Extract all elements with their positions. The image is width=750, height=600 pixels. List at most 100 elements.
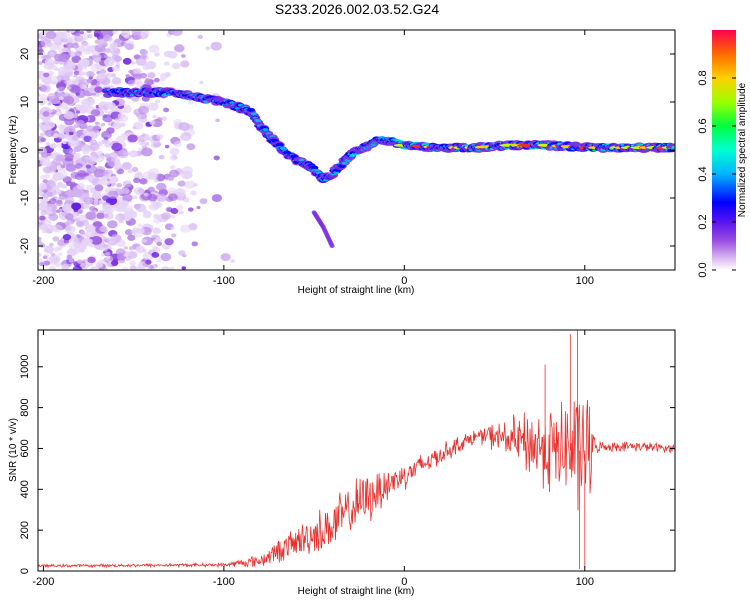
noise-blob	[40, 137, 47, 143]
noise-blob	[68, 259, 74, 263]
noise-blob	[88, 76, 93, 80]
noise-blob	[176, 204, 184, 211]
noise-blob	[139, 113, 147, 120]
noise-blob	[105, 101, 116, 111]
ridge-blob	[310, 165, 319, 170]
noise-blob	[52, 80, 58, 85]
ridge-blob	[281, 147, 288, 151]
noise-blob	[178, 122, 190, 131]
noise-blob	[50, 51, 55, 55]
noise-blob	[81, 145, 89, 151]
noise-blob	[74, 152, 81, 158]
noise-blob	[120, 122, 126, 127]
noise-blob	[148, 102, 159, 111]
noise-blob	[40, 38, 52, 48]
colorbar-gradient	[712, 30, 736, 270]
noise-blob	[86, 78, 93, 83]
noise-blob	[113, 166, 120, 171]
ridge-blob	[255, 119, 262, 123]
noise-blob	[53, 261, 62, 267]
snr-xtick-label: -100	[213, 576, 235, 588]
noise-blob	[85, 238, 93, 244]
noise-blob	[158, 154, 165, 160]
noise-blob	[164, 238, 174, 246]
snr-ytick-label: 600	[19, 439, 31, 457]
noise-blob	[210, 41, 222, 51]
noise-blob	[108, 210, 113, 215]
noise-blob	[76, 182, 86, 190]
noise-blob	[156, 134, 164, 140]
noise-blob	[85, 97, 95, 106]
noise-blob	[58, 96, 64, 101]
noise-blob	[76, 189, 84, 196]
noise-blob	[40, 151, 49, 158]
noise-blob	[127, 134, 138, 143]
ridge-blob	[298, 158, 305, 162]
snr-panel: -200 -100 0 100 0 200 400 600 800 1000 Height of…	[8, 329, 676, 597]
noise-blob	[139, 30, 150, 38]
ridge-blob	[262, 128, 269, 132]
noise-blob	[77, 169, 87, 178]
noise-blob	[215, 118, 221, 123]
noise-blob	[42, 116, 51, 123]
noise-blob	[79, 262, 89, 270]
noise-blob	[100, 122, 106, 127]
noise-blob	[99, 225, 108, 233]
noise-blob	[38, 183, 48, 191]
noise-blob	[177, 180, 186, 187]
noise-blob	[83, 86, 89, 91]
noise-blob	[63, 239, 70, 244]
noise-blob	[98, 39, 108, 47]
noise-blob	[147, 193, 158, 202]
noise-blob	[149, 265, 155, 269]
noise-blob	[94, 86, 103, 93]
noise-blob	[170, 207, 179, 215]
noise-blob	[82, 129, 89, 135]
noise-blob	[44, 180, 57, 189]
noise-blob	[131, 227, 141, 234]
noise-blob	[40, 210, 48, 216]
noise-blob	[75, 104, 84, 111]
noise-blob	[124, 229, 133, 236]
noise-blob	[170, 165, 176, 170]
noise-blob	[65, 42, 74, 49]
noise-blob	[84, 48, 90, 52]
figure-title: S233.2026.002.03.52.G24	[275, 1, 439, 17]
noise-blob	[65, 180, 73, 187]
noise-blob	[170, 226, 175, 231]
noise-blob	[127, 234, 136, 241]
noise-blob	[45, 142, 51, 146]
noise-blob	[100, 176, 108, 182]
noise-blob	[116, 182, 123, 188]
noise-blob	[40, 84, 51, 93]
snr-ytick-label: 0	[19, 568, 31, 574]
noise-blob	[122, 180, 132, 188]
spectrogram-xtick-label: -100	[213, 275, 235, 287]
noise-blob	[63, 68, 70, 74]
noise-blob	[114, 117, 122, 123]
noise-blob	[123, 246, 129, 250]
noise-blob	[115, 248, 126, 256]
noise-blob	[110, 260, 119, 266]
spectrogram-image	[38, 30, 675, 270]
noise-blob	[141, 238, 148, 243]
noise-blob	[47, 102, 52, 106]
noise-blob	[160, 252, 172, 262]
noise-blob	[82, 149, 89, 155]
noise-blob	[156, 241, 163, 247]
noise-blob	[87, 71, 93, 76]
noise-blob	[141, 236, 154, 246]
noise-blob	[72, 156, 77, 160]
noise-blob	[56, 74, 65, 81]
noise-blob	[43, 72, 50, 78]
noise-blob	[59, 102, 69, 110]
noise-blob	[134, 69, 142, 75]
noise-blob	[131, 166, 139, 173]
noise-blob	[39, 125, 47, 131]
noise-blob	[49, 143, 57, 149]
noise-blob	[55, 154, 66, 162]
noise-blob	[48, 198, 57, 205]
spectrogram-ytick-label: 0	[19, 147, 31, 153]
snr-ytick-label: 800	[19, 398, 31, 416]
snr-xtick-label: -200	[32, 576, 54, 588]
